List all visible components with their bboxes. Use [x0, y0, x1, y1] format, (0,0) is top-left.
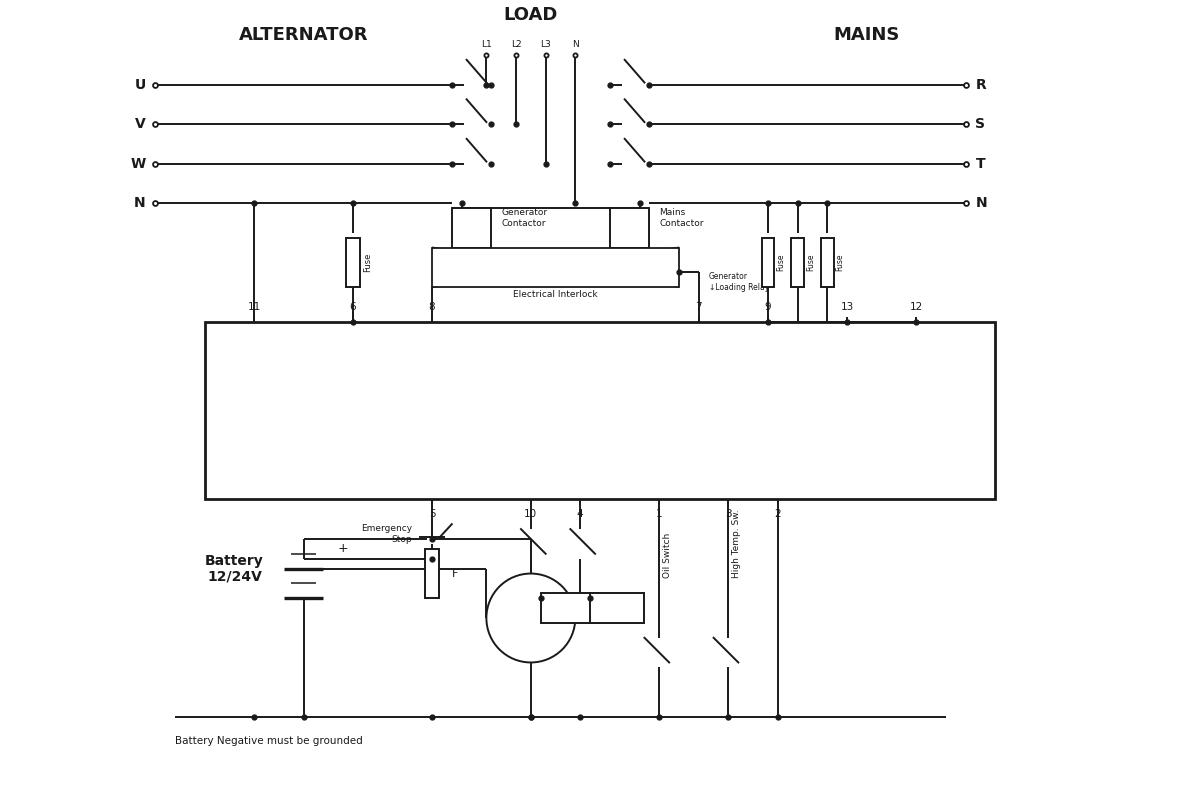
Text: Emergency
Stop: Emergency Stop: [361, 524, 413, 544]
Text: W: W: [131, 157, 145, 170]
Text: U: U: [134, 78, 145, 91]
Text: Mains
Contactor: Mains Contactor: [659, 208, 703, 227]
Text: V: V: [134, 117, 145, 131]
Bar: [425, 549, 439, 598]
Text: 10: 10: [524, 510, 538, 519]
Text: 3: 3: [725, 510, 732, 519]
Text: Mains
Loading Relay: Mains Loading Relay: [442, 362, 496, 381]
Text: 2: 2: [774, 510, 781, 519]
Text: L3: L3: [540, 41, 551, 50]
Text: Generator
↓Loading Relay: Generator ↓Loading Relay: [709, 272, 769, 292]
Bar: [610, 208, 649, 247]
Text: Fuse: Fuse: [364, 253, 372, 272]
Text: 4: 4: [577, 510, 583, 519]
Text: DKG-107: DKG-107: [242, 398, 365, 422]
Text: +: +: [338, 542, 348, 555]
Text: 9: 9: [764, 302, 772, 312]
Text: L1: L1: [481, 41, 492, 50]
Text: S: S: [976, 117, 985, 131]
Text: T: T: [976, 157, 985, 170]
Text: 8: 8: [428, 302, 436, 312]
Bar: [432, 247, 679, 287]
Text: Fuel: Fuel: [608, 604, 626, 613]
Bar: [541, 594, 600, 623]
Text: 13: 13: [840, 302, 853, 312]
Text: 1: 1: [656, 510, 662, 519]
Text: Fuse: Fuse: [835, 254, 845, 271]
Bar: [205, 322, 995, 499]
Text: 7: 7: [696, 302, 702, 312]
Text: ALTERNATOR: ALTERNATOR: [239, 26, 368, 44]
Text: 12: 12: [910, 302, 923, 312]
Text: Battery
12/24V: Battery 12/24V: [205, 554, 264, 584]
Text: Electrical Interlock: Electrical Interlock: [514, 290, 598, 299]
Text: R: R: [976, 78, 986, 91]
Bar: [452, 208, 491, 247]
Text: High Temp. Sw.: High Temp. Sw.: [732, 510, 740, 578]
Text: Starter
Motor: Starter Motor: [515, 608, 547, 628]
Text: Fuse: Fuse: [776, 254, 785, 271]
Text: L2: L2: [511, 41, 521, 50]
Text: MAINS: MAINS: [834, 26, 900, 44]
Text: Crank: Crank: [557, 604, 583, 613]
Text: 5: 5: [428, 510, 436, 519]
Text: N: N: [134, 196, 145, 210]
Bar: [590, 594, 644, 623]
Text: Oil Switch: Oil Switch: [662, 534, 672, 578]
Text: N: N: [572, 41, 578, 50]
Text: Battery Negative must be grounded: Battery Negative must be grounded: [175, 737, 362, 746]
Text: 11: 11: [247, 302, 260, 312]
Text: LOAD: LOAD: [504, 6, 558, 24]
Text: F: F: [452, 569, 458, 578]
Bar: [821, 238, 834, 287]
Text: Fuse: Fuse: [806, 254, 815, 271]
Bar: [346, 238, 360, 287]
Text: Generator
Contactor: Generator Contactor: [502, 208, 547, 227]
Bar: [762, 238, 774, 287]
Text: N: N: [976, 196, 988, 210]
Text: 6: 6: [349, 302, 356, 312]
Bar: [791, 238, 804, 287]
Circle shape: [486, 574, 575, 662]
